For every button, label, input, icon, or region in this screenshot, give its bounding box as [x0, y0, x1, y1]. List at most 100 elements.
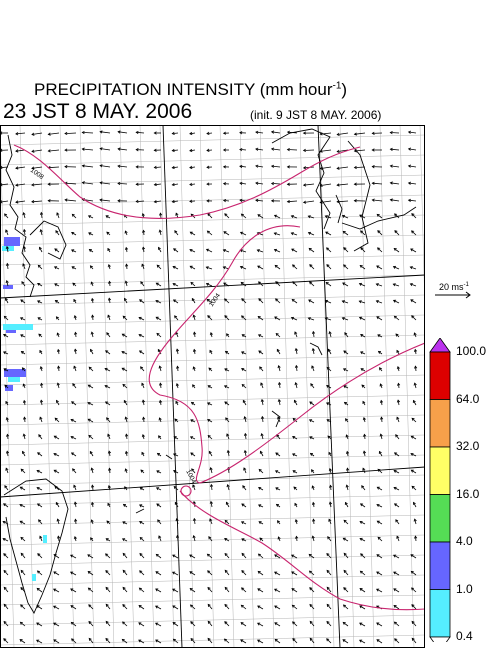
wind-vector	[312, 331, 315, 338]
wind-vector-head	[274, 470, 279, 474]
wind-reference-text: 20 ms	[439, 282, 464, 292]
wind-vector-head	[189, 436, 194, 440]
wind-vector-head	[206, 553, 210, 557]
wind-vector-head	[393, 247, 397, 251]
wind-vector	[325, 282, 332, 287]
wind-vector	[122, 384, 128, 389]
wind-vector-head	[345, 484, 349, 488]
wind-vector-head	[193, 331, 197, 335]
wind-vector	[224, 385, 230, 389]
wind-vector-head	[36, 300, 41, 304]
wind-vector-head	[22, 212, 26, 216]
wind-vector-head	[38, 246, 42, 250]
wind-vector	[15, 149, 26, 152]
wind-vector	[359, 521, 366, 525]
wind-vector	[343, 368, 349, 372]
wind-vector-head	[359, 537, 363, 541]
wind-vector-head	[71, 266, 75, 270]
wind-vector-head	[241, 368, 245, 371]
wind-vector	[303, 149, 315, 151]
wind-vector-head	[319, 183, 323, 187]
wind-vector-head	[192, 484, 196, 488]
wind-vector	[207, 213, 213, 219]
wind-vector-head	[407, 130, 412, 134]
wind-vector-head	[274, 588, 278, 592]
wind-vector	[346, 484, 349, 491]
wind-vector-head	[294, 518, 298, 523]
wind-vector-head	[311, 501, 316, 506]
wind-vector	[342, 215, 349, 219]
grid-line	[199, 125, 215, 648]
wind-vector-head	[87, 418, 91, 422]
wind-vector	[71, 638, 77, 644]
wind-vector	[393, 605, 400, 610]
wind-vector-head	[277, 416, 281, 420]
wind-vector-head	[260, 415, 265, 419]
wind-vector	[5, 468, 9, 474]
wind-vector	[308, 554, 315, 559]
wind-vector-head	[291, 453, 296, 457]
wind-vector	[105, 401, 111, 406]
wind-vector-head	[31, 132, 35, 136]
wind-vector-head	[5, 262, 10, 266]
wind-vector	[4, 213, 9, 219]
wind-vector-head	[38, 519, 42, 523]
wind-vector-head	[359, 588, 363, 591]
wind-vector-head	[190, 637, 194, 641]
wind-vector	[241, 298, 247, 304]
wind-vector-head	[395, 519, 399, 523]
wind-vector	[100, 182, 111, 185]
wind-vector	[155, 605, 162, 610]
wind-vector-head	[292, 621, 296, 625]
wind-vector	[124, 298, 128, 304]
wind-vector	[70, 588, 77, 593]
precip-patch	[4, 237, 20, 246]
wind-vector-head	[53, 639, 57, 643]
wind-vector	[156, 316, 162, 321]
wind-vector-head	[22, 399, 27, 404]
wind-vector-head	[259, 450, 263, 454]
wind-vector-head	[104, 385, 108, 388]
grid-line	[59, 125, 75, 648]
wind-vector	[372, 182, 383, 185]
wind-vector-head	[336, 183, 340, 187]
wind-reference-label: 20 ms-1	[439, 282, 469, 292]
wind-vector	[410, 283, 417, 287]
wind-vector-head	[20, 334, 24, 338]
wind-vector-head	[172, 638, 176, 642]
wind-vector	[138, 639, 145, 644]
wind-vector	[395, 519, 400, 525]
wind-vector-head	[106, 417, 110, 421]
wind-vector-head	[88, 620, 92, 625]
wind-vector-head	[328, 330, 332, 335]
wind-vector-head	[53, 588, 57, 592]
wind-vector-head	[226, 433, 230, 437]
wind-vector-head	[389, 130, 393, 135]
wind-vector	[240, 622, 247, 627]
wind-vector	[0, 166, 9, 169]
wind-vector-head	[376, 520, 380, 524]
wind-vector-head	[379, 399, 384, 404]
wind-vector-head	[107, 450, 112, 454]
wind-vector-head	[19, 504, 23, 507]
wind-vector-head	[341, 300, 345, 304]
colorbar-tick-label: 32.0	[456, 439, 480, 453]
wind-vector-head	[39, 366, 43, 370]
wind-vector	[105, 638, 111, 644]
wind-vector-head	[105, 553, 109, 557]
wind-vector-head	[189, 165, 193, 170]
wind-vector-head	[172, 299, 177, 303]
wind-vector-head	[241, 351, 245, 355]
wind-vector-head	[3, 603, 7, 607]
wind-vector-head	[257, 622, 261, 626]
wind-vector-head	[122, 586, 126, 590]
wind-vector	[393, 283, 400, 287]
wind-vector	[4, 485, 9, 491]
wind-vector	[342, 317, 349, 321]
wind-vector	[20, 317, 26, 321]
wind-vector	[139, 553, 145, 559]
colorbar-segment	[429, 351, 451, 400]
wind-vector	[224, 604, 230, 610]
wind-vector-head	[209, 349, 213, 353]
wind-vector-head	[345, 434, 349, 438]
